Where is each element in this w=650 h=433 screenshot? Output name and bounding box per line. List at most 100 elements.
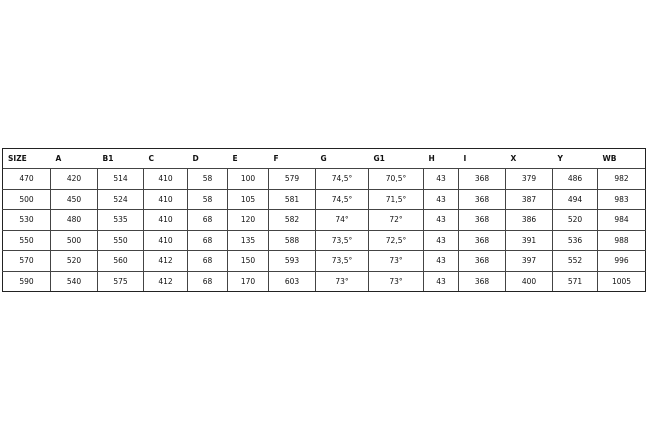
table-cell: 397 — [505, 250, 553, 272]
table-cell: 603 — [268, 270, 316, 292]
table-cell: 450 — [50, 188, 98, 210]
table-cell: 579 — [268, 168, 316, 190]
table-cell: 420 — [50, 168, 98, 190]
table-cell: 58 — [187, 168, 228, 190]
table-cell: 524 — [97, 188, 144, 210]
table-cell: 560 — [97, 250, 144, 272]
table-cell: 135 — [227, 229, 269, 251]
table-cell: 571 — [552, 270, 598, 292]
table-cell: 536 — [552, 229, 598, 251]
table-cell: 550 — [2, 229, 51, 251]
table-cell: 73° — [315, 270, 369, 292]
table-cell: 43 — [423, 229, 459, 251]
column-header: C — [143, 148, 188, 169]
table-cell: 105 — [227, 188, 269, 210]
column-header: SIZE — [2, 148, 51, 169]
table-cell: 996 — [597, 250, 646, 272]
table-cell: 575 — [97, 270, 144, 292]
table-row: 470 420 514 410 58 100 579 74,5° 70,5° 43 368 379 48… — [2, 168, 646, 190]
table-cell: 520 — [552, 209, 598, 231]
table-cell: 68 — [187, 270, 228, 292]
table-cell: 520 — [50, 250, 98, 272]
table-cell: 73° — [368, 270, 424, 292]
table-cell: 73,5° — [315, 250, 369, 272]
table-body: 470 420 514 410 58 100 579 74,5° 70,5° 43 368 379 48… — [2, 168, 646, 292]
table-cell: 470 — [2, 168, 51, 190]
table-cell: 530 — [2, 209, 51, 231]
column-header: I — [458, 148, 506, 169]
table-cell: 43 — [423, 270, 459, 292]
column-header: Y — [552, 148, 598, 169]
table-cell: 570 — [2, 250, 51, 272]
table-cell: 68 — [187, 209, 228, 231]
column-header: B1 — [97, 148, 144, 169]
table-cell: 368 — [458, 209, 506, 231]
table-row: 530 480 535 410 68 120 582 74° 72° 43 368 386 520 984 — [2, 209, 646, 231]
table-cell: 70,5° — [368, 168, 424, 190]
table-cell: 386 — [505, 209, 553, 231]
table-cell: 368 — [458, 188, 506, 210]
column-header: D — [187, 148, 228, 169]
column-header: X — [505, 148, 553, 169]
table-cell: 43 — [423, 168, 459, 190]
column-header: F — [268, 148, 316, 169]
table-cell: 593 — [268, 250, 316, 272]
table-cell: 984 — [597, 209, 646, 231]
table-cell: 400 — [505, 270, 553, 292]
table-row: 590 540 575 412 68 170 603 73° 73° 43 368 400 571 100… — [2, 270, 646, 292]
table-row: 550 500 550 410 68 135 588 73,5° 72,5° 43 368 391 53… — [2, 229, 646, 251]
column-header: G1 — [368, 148, 424, 169]
table-cell: 1005 — [597, 270, 646, 292]
table-cell: 74° — [315, 209, 369, 231]
table-cell: 982 — [597, 168, 646, 190]
table-cell: 100 — [227, 168, 269, 190]
table-cell: 514 — [97, 168, 144, 190]
column-header: A — [50, 148, 98, 169]
table-cell: 410 — [143, 229, 188, 251]
table-cell: 43 — [423, 250, 459, 272]
column-header: H — [423, 148, 459, 169]
table-cell: 368 — [458, 250, 506, 272]
table-cell: 500 — [50, 229, 98, 251]
table-cell: 410 — [143, 188, 188, 210]
table-cell: 988 — [597, 229, 646, 251]
table-cell: 43 — [423, 209, 459, 231]
table-cell: 391 — [505, 229, 553, 251]
table-cell: 43 — [423, 188, 459, 210]
table-cell: 410 — [143, 168, 188, 190]
table-cell: 412 — [143, 250, 188, 272]
table-cell: 480 — [50, 209, 98, 231]
table-cell: 540 — [50, 270, 98, 292]
table-cell: 73,5° — [315, 229, 369, 251]
table-cell: 410 — [143, 209, 188, 231]
table-cell: 550 — [97, 229, 144, 251]
table-cell: 581 — [268, 188, 316, 210]
table-cell: 72,5° — [368, 229, 424, 251]
table-cell: 368 — [458, 229, 506, 251]
column-header: G — [315, 148, 369, 169]
table-cell: 412 — [143, 270, 188, 292]
table-cell: 68 — [187, 250, 228, 272]
table-cell: 120 — [227, 209, 269, 231]
table-cell: 379 — [505, 168, 553, 190]
table-cell: 588 — [268, 229, 316, 251]
table-cell: 58 — [187, 188, 228, 210]
table-cell: 500 — [2, 188, 51, 210]
table-cell: 73° — [368, 250, 424, 272]
table-cell: 170 — [227, 270, 269, 292]
geometry-table: SIZE A B1 C D E F G G1 H I X Y WB 470 420 514 410 58 100 57… — [2, 148, 646, 292]
table-cell: 535 — [97, 209, 144, 231]
table-cell: 486 — [552, 168, 598, 190]
table-row: 500 450 524 410 58 105 581 74,5° 71,5° 43 368 387 49… — [2, 188, 646, 210]
table-cell: 368 — [458, 270, 506, 292]
table-cell: 71,5° — [368, 188, 424, 210]
table-cell: 68 — [187, 229, 228, 251]
table-cell: 74,5° — [315, 188, 369, 210]
table-cell: 150 — [227, 250, 269, 272]
table-cell: 387 — [505, 188, 553, 210]
table-cell: 582 — [268, 209, 316, 231]
column-header: E — [227, 148, 269, 169]
table-cell: 72° — [368, 209, 424, 231]
table-cell: 590 — [2, 270, 51, 292]
